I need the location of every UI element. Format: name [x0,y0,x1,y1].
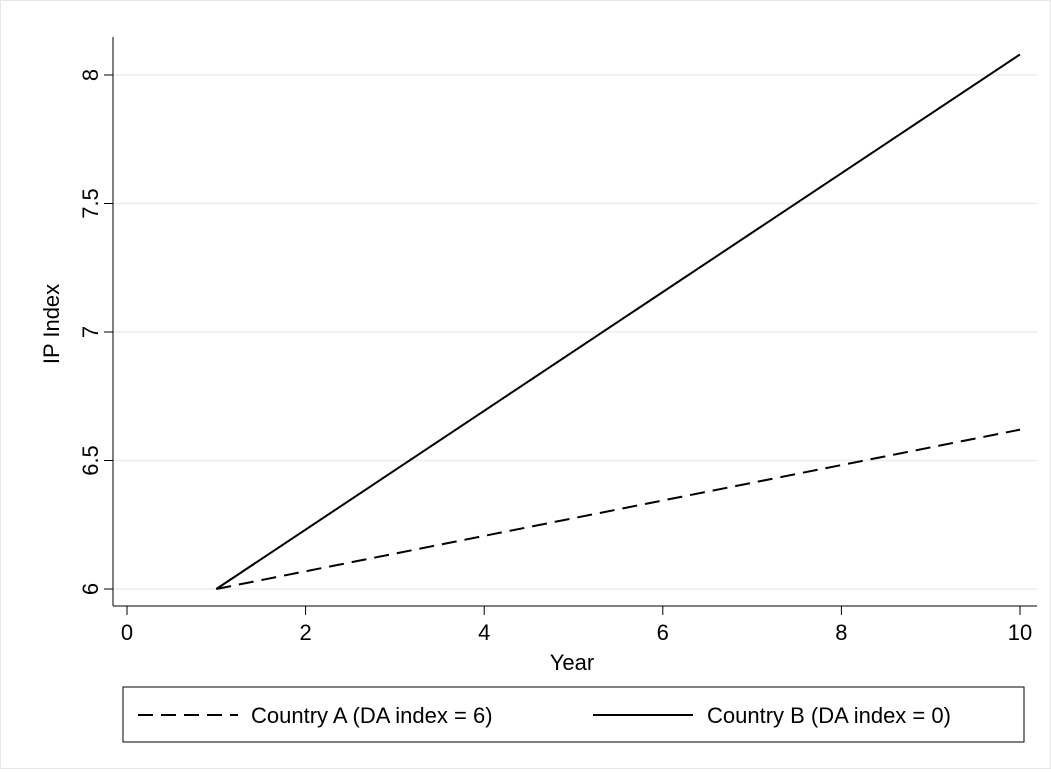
y-tick-label: 7.5 [78,188,103,219]
series-line-country-b [216,54,1020,589]
y-axis-label: IP Index [39,284,64,364]
x-tick-label: 4 [478,620,490,645]
y-ticks: 6 6.5 7 7.5 8 [78,69,113,595]
y-tick-label: 6.5 [78,445,103,476]
x-tick-label: 6 [657,620,669,645]
series-lines [216,54,1020,589]
legend-label-country-b: Country B (DA index = 0) [707,703,951,728]
x-tick-label: 10 [1008,620,1032,645]
x-tick-label: 2 [299,620,311,645]
legend-label-country-a: Country A (DA index = 6) [251,703,493,728]
y-tick-label: 8 [78,69,103,81]
axes [113,37,1037,606]
gridlines [113,75,1037,589]
x-axis-label: Year [550,650,594,675]
x-tick-label: 0 [121,620,133,645]
y-tick-label: 6 [78,583,103,595]
x-tick-label: 8 [835,620,847,645]
y-tick-label: 7 [78,326,103,338]
legend: Country A (DA index = 6) Country B (DA i… [123,687,1024,742]
x-ticks: 0 2 4 6 8 10 [121,606,1032,645]
